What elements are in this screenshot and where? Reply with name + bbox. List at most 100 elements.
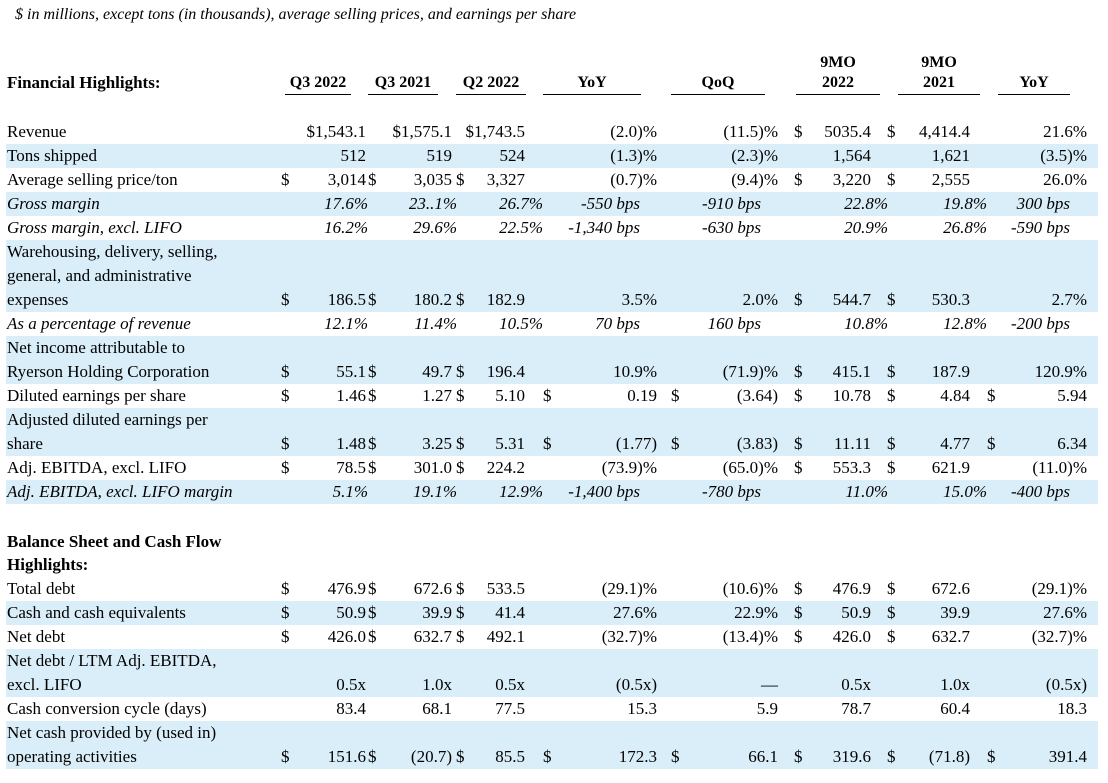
- cell-value: 22.5%: [499, 218, 543, 237]
- cell-value: (2.0)%: [610, 122, 657, 141]
- cell-value: 120.9%: [1034, 362, 1087, 381]
- dollar-sign: $: [987, 386, 996, 405]
- cell-value: 11.11: [834, 434, 871, 453]
- cell-value: 60.4: [940, 699, 970, 718]
- column-header-underline: [998, 94, 1070, 95]
- cell-value: 55.1: [336, 362, 366, 381]
- cell-value: (20.7): [410, 747, 452, 766]
- cell-value: 12.8%: [943, 314, 987, 333]
- cell-value: 160 bps: [707, 314, 761, 333]
- cell-value: 41.4: [495, 603, 525, 622]
- column-header-underline: [671, 94, 765, 95]
- cell-value: 672.6: [413, 579, 452, 598]
- cell-value: 672.6: [931, 579, 970, 598]
- cell-value: (9.4)%: [731, 170, 778, 189]
- row-label: Ryerson Holding Corporation: [7, 362, 210, 381]
- cell-value: 3,014: [327, 170, 366, 189]
- column-header-underline: [285, 94, 351, 95]
- cell-value: (11.5)%: [723, 122, 778, 141]
- cell-value: 29.6%: [413, 218, 457, 237]
- cell-value: (3.83): [736, 434, 778, 453]
- column-header: 9MO 2022: [820, 54, 856, 91]
- cell-value: (10.6)%: [722, 579, 778, 598]
- dollar-sign: $: [368, 627, 377, 646]
- dollar-sign: $: [794, 579, 803, 598]
- cell-value: 5.9: [756, 699, 778, 718]
- dollar-sign: $: [794, 386, 803, 405]
- dollar-sign: $: [887, 122, 896, 141]
- cell-value: 3.5%: [621, 290, 657, 309]
- cell-value: (0.5x): [615, 675, 657, 694]
- dollar-sign: $: [368, 362, 377, 381]
- cell-value: 2.0%: [742, 290, 778, 309]
- column-header: Q3 2022: [289, 74, 347, 91]
- cell-value: 3.25: [422, 434, 452, 453]
- cell-value: 19.8%: [943, 194, 987, 213]
- dollar-sign: $: [987, 747, 996, 766]
- row-highlight-band: [6, 240, 1098, 312]
- cell-value: 2,555: [931, 170, 970, 189]
- cell-value: 632.7: [931, 627, 970, 646]
- dollar-sign: $: [794, 434, 803, 453]
- cell-value: 68.1: [422, 699, 452, 718]
- cell-value: 10.5%: [499, 314, 543, 333]
- cell-value: 530.3: [931, 290, 970, 309]
- dollar-sign: $: [794, 170, 803, 189]
- cell-value: -400 bps: [1010, 482, 1070, 501]
- column-header: QoQ: [701, 74, 735, 91]
- row-label: Revenue: [7, 122, 67, 141]
- cell-value: (1.77): [615, 434, 657, 453]
- cell-value: 83.4: [336, 699, 366, 718]
- cell-value: 19.1%: [413, 482, 457, 501]
- column-header-underline: [456, 94, 526, 95]
- cell-value: 553.3: [832, 458, 871, 477]
- cell-value: 22.9%: [734, 603, 778, 622]
- cell-value: 319.6: [832, 747, 871, 766]
- column-header-underline: [368, 94, 438, 95]
- column-header: YoY: [1019, 74, 1049, 91]
- cell-value: 186.5: [327, 290, 366, 309]
- row-label: Gross margin: [7, 194, 100, 213]
- cell-value: 1.0x: [422, 675, 452, 694]
- cell-value: 39.9: [422, 603, 452, 622]
- cell-value: 22.8%: [844, 194, 888, 213]
- cell-value: 1.46: [336, 386, 366, 405]
- cell-value: 3,220: [832, 170, 871, 189]
- cell-value: 524: [499, 146, 526, 165]
- dollar-sign: $: [987, 434, 996, 453]
- cell-value: 224.2: [486, 458, 525, 477]
- cell-value: (73.9)%: [601, 458, 657, 477]
- cell-value: 21.6%: [1043, 122, 1087, 141]
- dollar-sign: $: [456, 362, 465, 381]
- dollar-sign: $: [887, 627, 896, 646]
- cell-value: (1.3)%: [610, 146, 657, 165]
- dollar-sign: $: [456, 747, 465, 766]
- row-label: Tons shipped: [7, 146, 97, 165]
- cell-value: 2.7%: [1051, 290, 1087, 309]
- cell-value: 78.7: [841, 699, 871, 718]
- column-header: Q2 2022: [462, 74, 520, 91]
- cell-value: (0.5x): [1045, 675, 1087, 694]
- cell-value: 544.7: [832, 290, 871, 309]
- dollar-sign: $: [368, 434, 377, 453]
- dollar-sign: $: [281, 386, 290, 405]
- cell-value: 196.4: [486, 362, 525, 381]
- cell-value: 182.9: [486, 290, 525, 309]
- cell-value: (29.1)%: [1031, 579, 1087, 598]
- dollar-sign: $: [281, 290, 290, 309]
- row-label: operating activities: [7, 747, 137, 766]
- cell-value: 4,414.4: [919, 122, 970, 141]
- cell-value: (3.64): [736, 386, 778, 405]
- cell-value: 10.78: [832, 386, 871, 405]
- dollar-sign: $: [281, 170, 290, 189]
- cell-value: 10.8%: [844, 314, 888, 333]
- column-header: YoY: [577, 74, 607, 91]
- cell-value: 180.2: [413, 290, 452, 309]
- row-label: Net debt: [7, 627, 66, 646]
- column-header-underline: [796, 94, 880, 95]
- row-label: As a percentage of revenue: [7, 314, 191, 333]
- cell-value: 0.19: [627, 386, 657, 405]
- dollar-sign: $: [368, 458, 377, 477]
- dollar-sign: $: [456, 603, 465, 622]
- dollar-sign: $: [368, 170, 377, 189]
